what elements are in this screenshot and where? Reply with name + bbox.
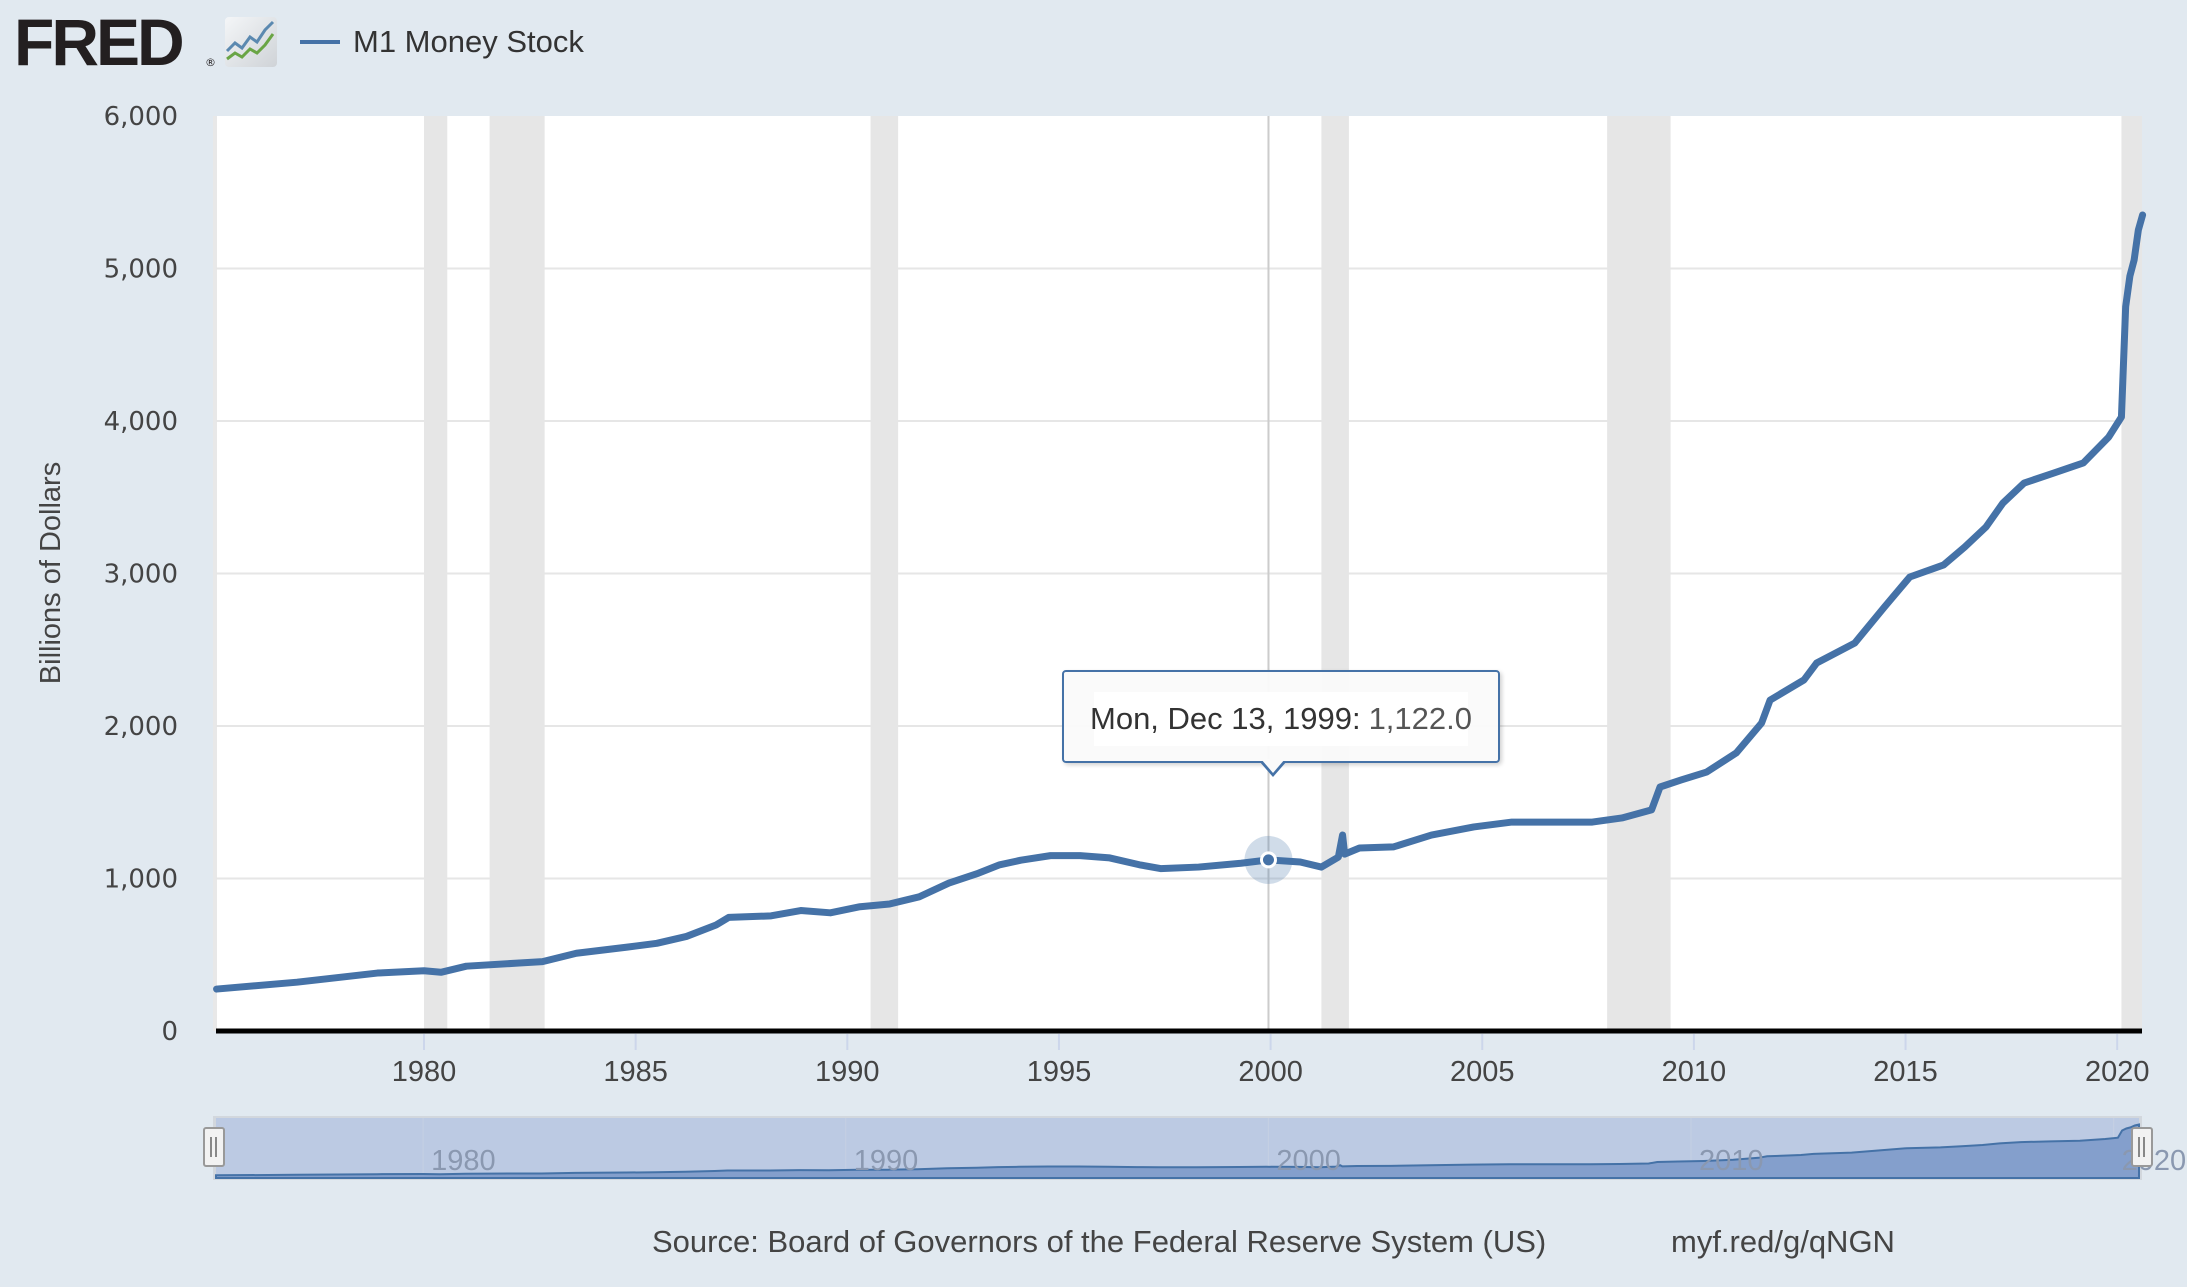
- y-axis-title: Billions of Dollars: [35, 462, 67, 684]
- x-tick-label: 2005: [1450, 1056, 1515, 1088]
- navigator-tick-label: 1990: [854, 1145, 919, 1177]
- series-line-m1: [213, 211, 2147, 993]
- navigator-left-handle[interactable]: [203, 1127, 225, 1167]
- y-tick-label: 5,000: [104, 255, 178, 285]
- source-text: Source: Board of Governors of the Federa…: [652, 1224, 1547, 1259]
- fred-logo[interactable]: FRED: [14, 5, 185, 79]
- x-tick-label: 2010: [1662, 1056, 1727, 1088]
- y-tick-label: 0: [161, 1017, 178, 1047]
- tooltip-date: Mon, Dec 13, 1999:: [1090, 701, 1361, 736]
- legend-label: M1 Money Stock: [353, 24, 584, 59]
- y-tick-label: 1,000: [104, 865, 178, 895]
- x-tick-label: 1995: [1027, 1056, 1092, 1088]
- legend-line-swatch: [300, 40, 340, 44]
- x-axis-labels: 1980 1985 1990 1995 2000 2005 2010 2015 2020: [392, 1034, 2150, 1088]
- x-tick-label: 2015: [1873, 1056, 1938, 1088]
- hover-point: [1259, 851, 1277, 869]
- chart-trend-icon: [225, 17, 277, 67]
- x-tick-label: 2000: [1238, 1056, 1303, 1088]
- tooltip-value: 1,122.0: [1368, 701, 1472, 736]
- legend-item-m1[interactable]: M1 Money Stock: [300, 20, 584, 64]
- x-tick-label: 1985: [603, 1056, 668, 1088]
- y-axis-labels: 0 1,000 2,000 3,000 4,000 5,000 6,000: [104, 102, 178, 1047]
- tooltip-pointer-fill: [1261, 759, 1285, 773]
- plot-left-strip: [213, 116, 217, 1031]
- y-tick-label: 2,000: [104, 712, 178, 742]
- y-tick-label: 4,000: [104, 407, 178, 437]
- tooltip: Mon, Dec 13, 1999: 1,122.0: [1062, 670, 1500, 763]
- navigator-series-area: [215, 1123, 2140, 1179]
- registered-mark: ®: [205, 56, 216, 69]
- x-tick-label: 1980: [392, 1056, 457, 1088]
- y-tick-label: 6,000: [104, 102, 178, 132]
- short-link[interactable]: myf.red/g/qNGN: [1671, 1224, 1895, 1259]
- series-group: [213, 211, 2147, 993]
- navigator-tick-label: 2010: [1699, 1145, 1764, 1177]
- navigator-right-handle[interactable]: [2131, 1127, 2153, 1167]
- navigator-tick-label: 1980: [431, 1145, 496, 1177]
- x-tick-label: 1990: [815, 1056, 880, 1088]
- y-tick-label: 3,000: [104, 560, 178, 590]
- x-tick-label: 2020: [2085, 1056, 2150, 1088]
- navigator-tick-label: 2000: [1276, 1145, 1341, 1177]
